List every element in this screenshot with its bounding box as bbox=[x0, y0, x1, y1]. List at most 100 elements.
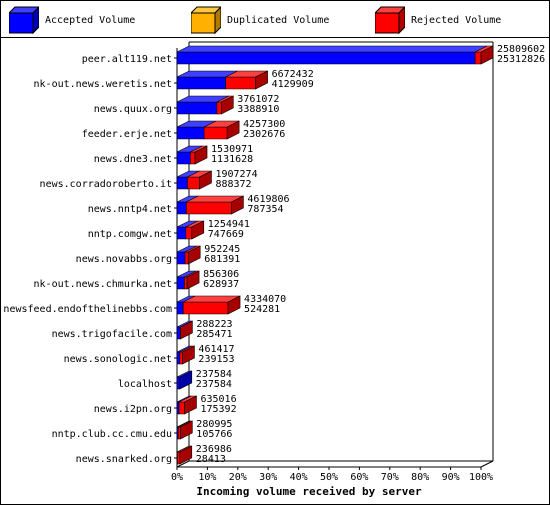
accepted-volume-label: 787354 bbox=[247, 204, 283, 215]
bar-side-face bbox=[179, 370, 193, 390]
accepted-volume-label: 628937 bbox=[203, 279, 239, 290]
accepted-volume-label: 4129909 bbox=[272, 79, 314, 90]
legend-label-rejected: Rejected Volume bbox=[411, 15, 502, 26]
bar-accepted bbox=[176, 351, 181, 365]
bar-rejected bbox=[474, 51, 482, 65]
category-label: nntp.comgw.net bbox=[88, 229, 172, 240]
bar-side-face bbox=[179, 445, 193, 465]
accepted-volume-label: 239153 bbox=[198, 354, 234, 365]
category-label: news.corradoroberto.it bbox=[40, 179, 172, 190]
category-label: news.novabbs.org bbox=[76, 254, 172, 265]
category-label: peer.alt119.net bbox=[82, 54, 172, 65]
x-tick-label: 10% bbox=[198, 472, 216, 483]
bar-rejected bbox=[203, 126, 228, 140]
category-label: news.nntp4.net bbox=[88, 204, 172, 215]
category-label: news.dne3.net bbox=[94, 154, 172, 165]
accepted-volume-label: 28413 bbox=[196, 454, 226, 465]
category-label: nntp.club.cc.cmu.edu bbox=[52, 429, 172, 440]
category-label: news.sonologic.net bbox=[64, 354, 172, 365]
bar-accepted bbox=[176, 51, 476, 65]
x-tick-label: 90% bbox=[442, 472, 460, 483]
total-volume-label: 856306 bbox=[203, 269, 239, 280]
bar-rejected bbox=[185, 226, 193, 240]
accepted-volume-label: 25312826 bbox=[497, 54, 545, 65]
total-volume-label: 3761072 bbox=[237, 94, 279, 105]
legend-swatch-duplicated bbox=[191, 6, 221, 35]
legend: Accepted Volume Duplicated Volume Reject… bbox=[1, 1, 549, 38]
bar-rejected bbox=[177, 426, 181, 440]
x-axis-label: Incoming volume received by server bbox=[196, 485, 422, 498]
total-volume-label: 236986 bbox=[196, 444, 232, 455]
bar-side-face bbox=[184, 395, 197, 415]
category-label: feeder.erje.net bbox=[82, 129, 172, 140]
category-label: news.trigofacile.com bbox=[52, 329, 172, 340]
bar-rejected bbox=[178, 401, 185, 415]
category-label: news.snarked.org bbox=[76, 454, 172, 465]
total-volume-label: 4334070 bbox=[244, 294, 286, 305]
accepted-volume-label: 3388910 bbox=[237, 104, 279, 115]
x-tick-label: 40% bbox=[290, 472, 308, 483]
legend-label-accepted: Accepted Volume bbox=[45, 15, 136, 26]
bar-side-face bbox=[180, 420, 193, 440]
bar-side-face bbox=[180, 320, 193, 340]
plot-floor-right bbox=[480, 460, 494, 468]
total-volume-label: 4619806 bbox=[247, 194, 289, 205]
bar-side-face bbox=[231, 195, 244, 215]
accepted-volume-label: 175392 bbox=[200, 404, 236, 415]
bar-side-face bbox=[255, 70, 268, 90]
accepted-volume-label: 105766 bbox=[196, 429, 232, 440]
bar-rejected bbox=[187, 176, 200, 190]
bar-side-face bbox=[191, 220, 205, 240]
legend-swatch-rejected bbox=[375, 6, 405, 35]
total-volume-label: 461417 bbox=[198, 344, 234, 355]
bar-side-face bbox=[226, 120, 240, 140]
accepted-volume-label: 888372 bbox=[215, 179, 251, 190]
legend-label-duplicated: Duplicated Volume bbox=[227, 15, 330, 26]
accepted-volume-label: 237584 bbox=[196, 379, 232, 390]
total-volume-label: 237584 bbox=[196, 369, 232, 380]
bar-accepted bbox=[176, 76, 226, 90]
bar-rejected bbox=[225, 76, 256, 90]
x-tick-label: 100% bbox=[469, 472, 493, 483]
bar-side-face bbox=[480, 45, 494, 65]
bar-accepted bbox=[176, 276, 185, 290]
category-label: nk-out.news.chmurka.net bbox=[34, 279, 172, 290]
x-tick-label: 70% bbox=[381, 472, 399, 483]
x-tick-label: 80% bbox=[411, 472, 429, 483]
plot-floor-left bbox=[176, 460, 190, 468]
accepted-volume-label: 285471 bbox=[196, 329, 232, 340]
bar-rejected bbox=[184, 251, 189, 265]
x-tick-label: 30% bbox=[259, 472, 277, 483]
x-tick-label: 20% bbox=[229, 472, 247, 483]
bar-side-face bbox=[221, 95, 234, 115]
total-volume-label: 6672432 bbox=[272, 69, 314, 80]
total-volume-label: 288223 bbox=[196, 319, 232, 330]
category-label: news.i2pn.org bbox=[94, 404, 172, 415]
total-volume-label: 952245 bbox=[204, 244, 240, 255]
bar-accepted bbox=[176, 151, 191, 165]
bar-accepted bbox=[176, 201, 187, 215]
x-tick-label: 50% bbox=[320, 472, 338, 483]
bar-accepted bbox=[176, 176, 188, 190]
accepted-volume-label: 1131628 bbox=[211, 154, 253, 165]
bar-side-face bbox=[199, 170, 212, 190]
bar-rejected bbox=[216, 101, 222, 115]
total-volume-label: 1254941 bbox=[208, 219, 250, 230]
total-volume-label: 25809602 bbox=[497, 44, 545, 55]
bar-accepted-top bbox=[176, 45, 488, 53]
legend-swatch-accepted bbox=[9, 6, 39, 35]
bar-side-face bbox=[182, 345, 195, 365]
bar-rejected bbox=[179, 351, 183, 365]
accepted-volume-label: 2302676 bbox=[243, 129, 285, 140]
accepted-volume-label: 747669 bbox=[208, 229, 244, 240]
category-label: newsfeed.endofthelinebbs.com bbox=[3, 304, 172, 315]
bar-side-face bbox=[194, 145, 208, 165]
bar-accepted bbox=[176, 376, 181, 390]
bar-accepted bbox=[176, 101, 218, 115]
bar-accepted bbox=[176, 401, 180, 415]
bar-accepted bbox=[176, 326, 181, 340]
total-volume-label: 1907274 bbox=[215, 169, 257, 180]
bar-accepted bbox=[176, 251, 186, 265]
